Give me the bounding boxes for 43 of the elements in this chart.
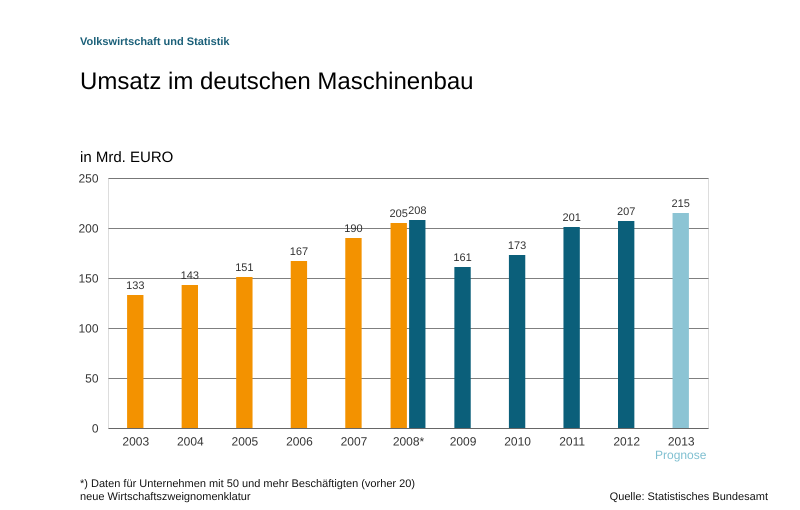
- y-tick-label: 250: [78, 172, 99, 186]
- y-axis-title: in Mrd. EURO: [80, 149, 174, 166]
- y-tick-label: 200: [78, 222, 99, 236]
- text: *) Daten für Unternehmen mit 50 und mehr Beschäftigten (vorher 20) neue Wirtschaftszweignomenklatur: [80, 478, 416, 503]
- y-tick-label: 50: [85, 372, 99, 386]
- bar: [127, 295, 144, 428]
- x-tick-label: 2004: [176, 434, 204, 448]
- x-tick-label: 2007: [340, 434, 368, 448]
- bar: [345, 238, 362, 428]
- source-note: Quelle: Statistisches Bundesamt: [610, 491, 768, 503]
- data-label: 133: [126, 280, 144, 292]
- bar: [672, 213, 689, 428]
- bar: [618, 221, 634, 428]
- text: Volkswirtschaft und Statistik: [80, 36, 230, 48]
- x-tick-label: 2010: [504, 434, 532, 448]
- text: Prognose: [655, 448, 707, 462]
- bar: [182, 285, 198, 428]
- x-tick-label: 2008*: [392, 434, 425, 448]
- bar: [508, 255, 526, 428]
- x-tick-label: 2003: [122, 434, 150, 448]
- y-tick-label: 0: [92, 422, 99, 436]
- x-tick-label: 2012: [613, 434, 640, 448]
- data-label: 161: [453, 252, 472, 264]
- data-label: 201: [562, 212, 581, 224]
- data-label: 215: [672, 198, 690, 210]
- x-tick-label: 2009: [450, 434, 477, 448]
- data-label: 151: [235, 262, 254, 274]
- x-tick-label: 2006: [286, 434, 314, 448]
- data-label: 205: [390, 208, 408, 220]
- x-tick-label: 2005: [232, 434, 259, 448]
- data-label: 173: [508, 240, 526, 252]
- data-label: 207: [617, 206, 636, 218]
- data-label: 208: [408, 205, 426, 217]
- bar: [454, 267, 471, 428]
- y-tick-label: 100: [78, 322, 99, 336]
- chart-title: Umsatz im deutschen Maschinenbau: [80, 68, 474, 95]
- y-tick-label: 150: [78, 272, 99, 286]
- x-tick-label: 2011: [559, 434, 586, 448]
- bar: [290, 261, 308, 428]
- bar: [563, 227, 580, 428]
- data-label: 167: [290, 246, 308, 258]
- bar: [236, 277, 253, 428]
- x-tick-label: 2013: [668, 434, 695, 448]
